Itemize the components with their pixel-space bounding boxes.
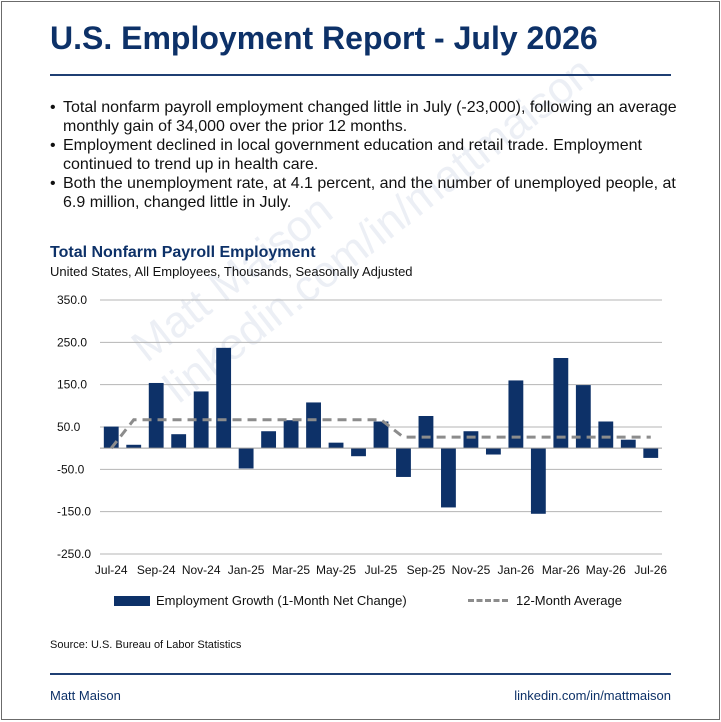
x-tick-label: May-26 xyxy=(586,563,626,577)
bullet-item: Employment declined in local government … xyxy=(50,136,682,174)
bar xyxy=(575,385,591,449)
bar xyxy=(283,420,299,449)
x-tick-label: Nov-24 xyxy=(182,563,221,577)
x-tick-label: Mar-25 xyxy=(272,563,310,577)
legend-swatch-dash xyxy=(468,599,508,602)
chart-title: Total Nonfarm Payroll Employment xyxy=(50,244,316,261)
bar xyxy=(396,448,411,477)
page-title: U.S. Employment Report - July 2026 xyxy=(50,20,598,56)
y-tick-label: -150.0 xyxy=(57,505,91,519)
y-tick-label: 250.0 xyxy=(57,335,87,349)
chart-subtitle: United States, All Employees, Thousands,… xyxy=(50,264,413,279)
x-tick-label: Sep-24 xyxy=(137,563,176,577)
bar xyxy=(306,402,321,449)
y-tick-label: 150.0 xyxy=(57,378,87,392)
bullet-item: Both the unemployment rate, at 4.1 perce… xyxy=(50,174,682,212)
legend-label: Employment Growth (1-Month Net Change) xyxy=(156,593,407,608)
bar xyxy=(373,421,389,449)
bar xyxy=(193,391,209,449)
bar xyxy=(441,448,456,508)
bar xyxy=(418,415,434,449)
x-tick-label: Sep-25 xyxy=(407,563,446,577)
y-tick-label: 350.0 xyxy=(57,293,87,307)
x-tick-label: Jul-24 xyxy=(95,563,128,577)
bar xyxy=(598,421,614,449)
title-divider xyxy=(50,74,671,76)
x-tick-label: Jan-26 xyxy=(498,563,535,577)
bar xyxy=(126,444,142,449)
x-tick-label: Mar-26 xyxy=(542,563,580,577)
bar xyxy=(103,426,119,449)
footer-divider xyxy=(50,673,671,675)
bar xyxy=(463,431,479,449)
legend-label: 12-Month Average xyxy=(516,593,622,608)
source-note: Source: U.S. Bureau of Labor Statistics xyxy=(50,639,242,651)
y-tick-label: -50.0 xyxy=(57,462,85,476)
bar xyxy=(643,448,659,458)
bar xyxy=(485,448,501,455)
bar xyxy=(148,382,164,449)
bar xyxy=(171,434,187,449)
bar xyxy=(508,380,524,449)
x-tick-label: May-25 xyxy=(316,563,356,577)
bar xyxy=(351,448,366,457)
average-line xyxy=(110,418,651,450)
footer-author: Matt Maison xyxy=(50,688,121,703)
summary-bullets: Total nonfarm payroll employment changed… xyxy=(50,98,682,212)
bullet-item: Total nonfarm payroll employment changed… xyxy=(50,98,682,136)
x-tick-label: Jul-25 xyxy=(365,563,398,577)
legend-item-line: 12-Month Average xyxy=(468,593,622,608)
legend-item-bars: Employment Growth (1-Month Net Change) xyxy=(114,593,407,608)
bar xyxy=(238,448,254,469)
bar xyxy=(620,439,636,449)
y-tick-label: -250.0 xyxy=(57,547,91,561)
legend-swatch-bar xyxy=(114,595,150,606)
bar xyxy=(553,357,569,449)
y-tick-label: 50.0 xyxy=(57,420,81,434)
bar xyxy=(328,442,344,449)
bar xyxy=(261,431,277,449)
x-tick-label: Jul-26 xyxy=(634,563,667,577)
x-tick-label: Nov-25 xyxy=(452,563,491,577)
payroll-bar-chart: 350.0 250.0 150.0 50.0 -50.0 -150.0 -250.0 Jul-… xyxy=(57,293,667,577)
x-tick-label: Jan-25 xyxy=(228,563,265,577)
bar xyxy=(216,347,232,449)
bar xyxy=(530,448,546,514)
footer-link: linkedin.com/in/mattmaison xyxy=(514,688,671,703)
